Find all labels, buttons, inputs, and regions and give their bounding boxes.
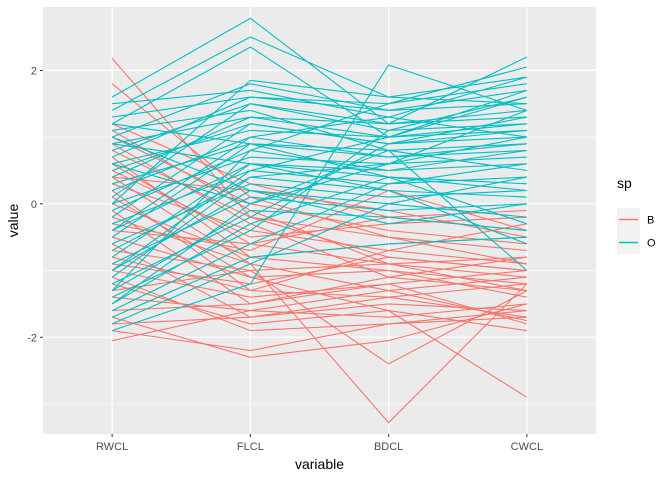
- x-tick-label: CWCL: [511, 441, 543, 453]
- series-line-O: [111, 236, 527, 318]
- x-axis-title: variable: [295, 456, 344, 472]
- legend-label: B: [647, 215, 654, 227]
- series-line-O: [111, 176, 528, 325]
- series-line-O: [111, 79, 527, 205]
- y-axis-title: value: [5, 204, 21, 238]
- series-line-O: [111, 136, 527, 225]
- series-line-B: [112, 256, 527, 292]
- series-line-O: [111, 149, 527, 258]
- series-line-B: [111, 276, 527, 332]
- legend: sp BO: [617, 175, 656, 254]
- series-line-B: [112, 310, 527, 352]
- x-tick-label: RWCL: [96, 441, 128, 453]
- axes: -2 0 2 RWCL FLCL BDCL CWCL: [27, 65, 543, 453]
- y-tick-label: -2: [27, 332, 37, 344]
- series-line-O: [111, 163, 527, 312]
- series-line-O: [111, 17, 528, 125]
- series-line-B: [112, 283, 527, 325]
- series-line-B: [111, 290, 528, 342]
- series-line-O: [112, 83, 527, 118]
- series-line-O: [111, 103, 527, 198]
- series-line-O: [111, 96, 527, 158]
- series-line-O: [111, 176, 527, 305]
- series-line-O: [111, 66, 528, 291]
- series-line-O: [111, 196, 527, 265]
- series-line-O: [111, 136, 528, 278]
- y-tick-label: 2: [31, 65, 37, 77]
- series-line-O: [112, 143, 528, 245]
- series-line-O: [112, 123, 528, 225]
- x-tick-label: FLCL: [237, 441, 264, 453]
- legend-keys: BO: [617, 208, 656, 254]
- series-line-O: [111, 109, 527, 145]
- series-line-O: [111, 36, 527, 111]
- series-line-O: [111, 64, 528, 332]
- series-line-B: [111, 303, 528, 358]
- series-line-B: [111, 249, 527, 292]
- legend-label: O: [647, 238, 656, 250]
- x-tick-label: BDCL: [374, 441, 403, 453]
- series-line-B: [111, 216, 527, 292]
- legend-title: sp: [617, 175, 632, 191]
- y-tick-label: 0: [31, 199, 37, 211]
- data-lines: [111, 17, 528, 424]
- series-line-O: [111, 109, 528, 205]
- series-line-O: [111, 183, 527, 245]
